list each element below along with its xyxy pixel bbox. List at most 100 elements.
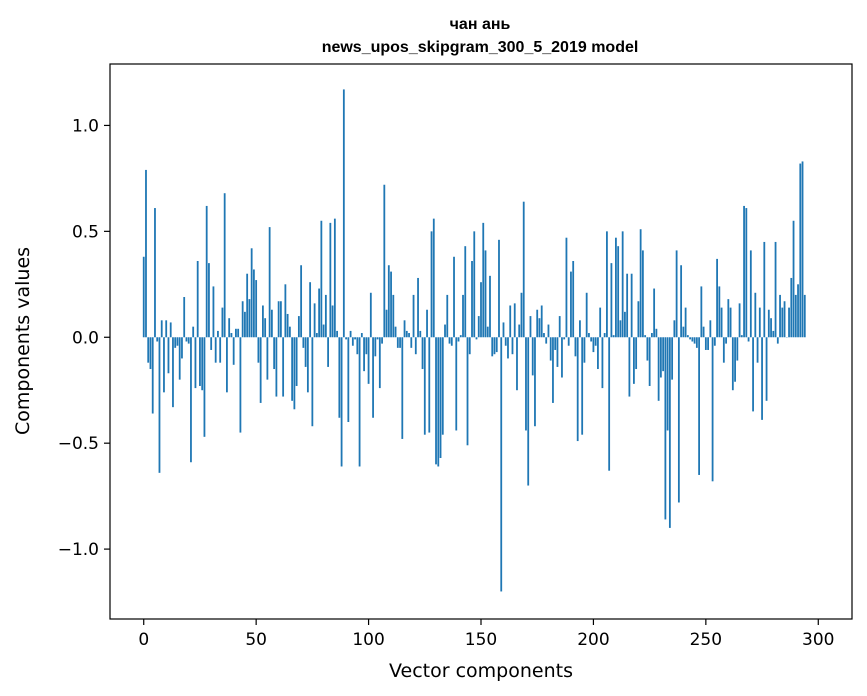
bar-243 — [689, 337, 692, 340]
bar-168 — [520, 292, 523, 338]
bar-29 — [208, 263, 210, 338]
bar-277 — [765, 337, 768, 401]
bar-183 — [554, 337, 557, 350]
bar-75 — [311, 337, 314, 427]
bar-200 — [592, 337, 595, 353]
bar-27 — [203, 337, 206, 437]
bar-160 — [502, 322, 505, 338]
bar-41 — [235, 328, 237, 338]
bar-98 — [363, 337, 365, 372]
bar-119 — [410, 337, 413, 348]
bar-279 — [770, 318, 772, 338]
bar-245 — [693, 337, 696, 344]
bar-224 — [646, 337, 649, 361]
bar-126 — [426, 309, 428, 338]
bar-123 — [419, 330, 422, 338]
bar-93 — [351, 337, 354, 346]
bar-195 — [581, 337, 584, 435]
bar-30 — [210, 337, 213, 350]
bar-56 — [268, 227, 271, 338]
bar-114 — [399, 337, 401, 348]
bar-223 — [644, 335, 647, 338]
bar-76 — [313, 303, 316, 338]
bar-91 — [347, 337, 350, 422]
bar-211 — [617, 246, 620, 338]
bar-6 — [156, 337, 159, 342]
bar-154 — [489, 275, 491, 338]
bar-118 — [408, 333, 410, 338]
bar-53 — [262, 305, 264, 338]
bar-74 — [309, 282, 312, 338]
bar-185 — [558, 316, 561, 338]
bar-199 — [590, 337, 593, 342]
bar-138 — [453, 256, 455, 338]
bar-246 — [695, 337, 698, 348]
bar-291 — [797, 284, 799, 338]
chart-subtitle: news_upos_skipgram_300_5_2019 model — [322, 39, 639, 56]
bar-264 — [736, 337, 739, 361]
bar-15 — [176, 337, 179, 346]
bar-14 — [174, 337, 177, 348]
bar-204 — [601, 337, 604, 389]
bar-45 — [244, 311, 246, 338]
bar-125 — [423, 337, 426, 435]
bar-44 — [241, 301, 244, 338]
bar-178 — [543, 333, 545, 338]
bar-230 — [659, 337, 662, 378]
bar-24 — [196, 261, 199, 338]
bar-120 — [412, 294, 415, 338]
bar-285 — [783, 301, 786, 338]
bar-274 — [758, 307, 761, 338]
bar-250 — [704, 337, 707, 350]
bar-65 — [288, 326, 291, 338]
bar-275 — [761, 337, 763, 420]
bar-81 — [324, 294, 327, 338]
bar-129 — [432, 218, 435, 338]
bar-276 — [763, 241, 766, 338]
x-tick-label: 200 — [577, 630, 609, 650]
bar-13 — [172, 337, 174, 408]
bar-146 — [471, 261, 473, 338]
bar-240 — [682, 326, 685, 338]
bar-96 — [358, 337, 361, 467]
bar-32 — [214, 337, 217, 363]
bar-267 — [743, 205, 745, 338]
bar-180 — [547, 324, 550, 338]
bar-192 — [574, 337, 577, 357]
bar-111 — [392, 294, 395, 338]
bar-62 — [282, 337, 285, 397]
bar-194 — [579, 320, 581, 338]
bar-169 — [522, 201, 525, 338]
bar-156 — [493, 337, 496, 355]
bar-290 — [794, 294, 797, 338]
bar-191 — [572, 261, 575, 338]
bar-26 — [201, 337, 204, 391]
bar-151 — [482, 222, 485, 338]
bar-80 — [322, 324, 325, 338]
bar-128 — [430, 231, 433, 338]
bar-51 — [257, 337, 260, 363]
y-axis-ticks: −1.0 −0.5 0.0 0.5 1.0 — [58, 116, 110, 560]
bar-283 — [779, 294, 781, 338]
bar-188 — [565, 237, 568, 338]
bar-49 — [253, 269, 255, 338]
bar-292 — [799, 163, 802, 338]
bar-140 — [457, 337, 460, 342]
y-axis-label: Components values — [12, 247, 34, 435]
bar-86 — [336, 330, 338, 338]
bar-256 — [718, 286, 721, 338]
bar-232 — [664, 337, 667, 520]
bar-107 — [383, 184, 386, 338]
bar-262 — [731, 337, 734, 391]
x-tick-label: 250 — [690, 630, 722, 650]
bar-228 — [655, 328, 658, 338]
bar-39 — [230, 333, 233, 338]
bar-259 — [725, 337, 727, 344]
bar-4 — [151, 337, 154, 414]
y-tick-label: 0.5 — [72, 222, 99, 242]
bar-218 — [633, 337, 635, 384]
bar-150 — [480, 282, 482, 338]
bar-268 — [745, 208, 748, 338]
bar-186 — [561, 337, 563, 378]
bar-0 — [142, 256, 145, 338]
